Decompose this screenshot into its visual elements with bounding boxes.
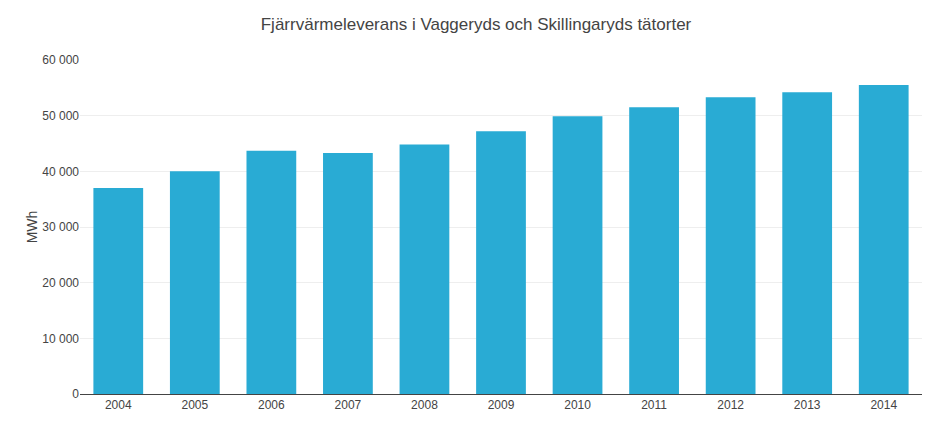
svg-text:2005: 2005	[181, 398, 208, 412]
svg-text:2008: 2008	[411, 398, 438, 412]
svg-text:30 000: 30 000	[42, 220, 79, 234]
svg-text:MWh: MWh	[24, 211, 40, 244]
svg-text:40 000: 40 000	[42, 165, 79, 179]
svg-text:Fjärrvärmeleverans i Vaggeryds: Fjärrvärmeleverans i Vaggeryds och Skill…	[261, 15, 692, 34]
svg-text:20 000: 20 000	[42, 276, 79, 290]
svg-text:2010: 2010	[564, 398, 591, 412]
svg-text:2004: 2004	[105, 398, 132, 412]
svg-text:2013: 2013	[794, 398, 821, 412]
svg-text:2006: 2006	[258, 398, 285, 412]
svg-text:2009: 2009	[488, 398, 515, 412]
svg-text:0: 0	[72, 387, 79, 401]
svg-text:2012: 2012	[717, 398, 744, 412]
svg-text:2007: 2007	[335, 398, 362, 412]
svg-text:2011: 2011	[641, 398, 667, 412]
svg-text:50 000: 50 000	[42, 109, 79, 123]
svg-text:60 000: 60 000	[42, 53, 79, 67]
svg-text:10 000: 10 000	[42, 332, 79, 346]
svg-text:2014: 2014	[870, 398, 897, 412]
